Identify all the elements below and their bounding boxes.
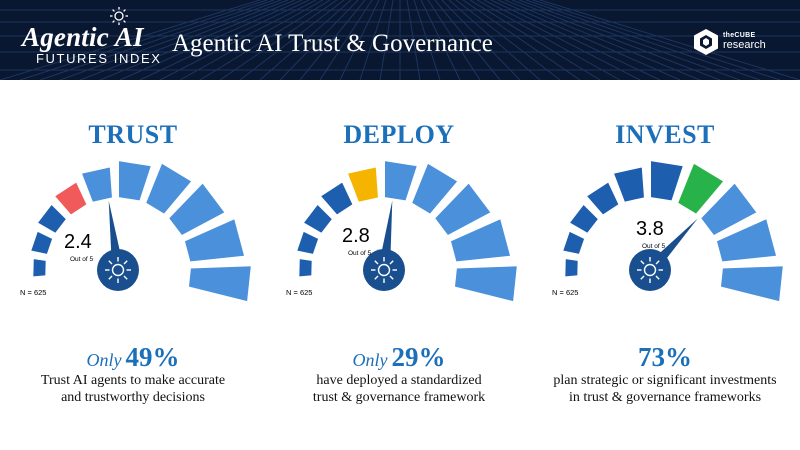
gauge-segment — [28, 229, 55, 257]
stat-line: Only 29% — [266, 342, 532, 373]
stat-prefix: Only — [86, 350, 122, 370]
panel-title: INVEST — [615, 120, 715, 149]
gauge-segment — [584, 179, 621, 218]
grid-background — [0, 0, 800, 80]
sun-icon — [371, 257, 397, 283]
gauge-segment — [649, 158, 686, 203]
gauge-segment — [383, 158, 420, 203]
stat-description-line: trust & governance framework — [312, 390, 486, 405]
stat-line: Only 49% — [0, 342, 266, 373]
cube-icon — [694, 29, 718, 55]
sun-icon — [110, 7, 128, 25]
stat-line: 73% — [532, 342, 798, 373]
gauge-segment — [409, 160, 461, 217]
gauge-segment — [117, 158, 154, 203]
gauge-segment — [301, 201, 335, 236]
gauge-segment — [567, 201, 601, 236]
sun-icon — [637, 257, 663, 283]
page-title: Agentic AI Trust & Governance — [172, 30, 493, 57]
gauge-segment — [675, 160, 727, 217]
stat-value: 29% — [391, 342, 446, 372]
gauge-hub — [629, 249, 671, 291]
panel-trust: TRUST 2.4 Out of 5 N = 625 Only 49% Trus… — [0, 80, 266, 450]
stat-description-line: plan strategic or significant investment… — [553, 373, 777, 388]
gauge-hub — [97, 249, 139, 291]
stat-description-line: Trust AI agents to make accurate — [40, 373, 226, 388]
stat-prefix: Only — [352, 350, 388, 370]
gauge-segment — [432, 180, 494, 238]
gauge-segment — [452, 264, 520, 304]
gauge-score: 2.4 — [64, 231, 92, 253]
sun-icon — [105, 257, 131, 283]
gauge-segment — [52, 179, 89, 218]
gauge-segment — [448, 216, 513, 264]
stat-value: 49% — [125, 342, 180, 372]
org-logo: theCUBE research — [693, 28, 783, 58]
gauge-scale-label: Out of 5 — [70, 256, 94, 263]
gauge — [560, 158, 786, 304]
gauge-segment — [563, 256, 580, 279]
gauge-segment — [31, 256, 48, 279]
gauge-segment — [79, 165, 115, 204]
stat-description-line: and trustworthy decisions — [61, 390, 205, 405]
org-name-large: research — [723, 39, 766, 51]
sample-size: N = 625 — [552, 288, 579, 297]
gauge-scale-label: Out of 5 — [348, 250, 372, 257]
gauge-segment — [560, 229, 587, 257]
stat-description: Trust AI agents to make accurate and tru… — [0, 372, 266, 406]
gauge-segment — [166, 180, 228, 238]
gauge-segment — [143, 160, 195, 217]
gauge-segment — [345, 165, 381, 204]
stat-value: 73% — [638, 342, 692, 372]
brand-subtitle: FUTURES INDEX — [36, 51, 162, 66]
header-banner: Agentic AI FUTURES INDEX Agentic AI Trus… — [0, 0, 800, 80]
gauge-segment — [35, 201, 69, 236]
stat-description-line: in trust & governance frameworks — [568, 390, 762, 405]
gauge-segment — [294, 229, 321, 257]
gauge-segment — [297, 256, 314, 279]
panel-invest: INVEST 3.8 Out of 5 N = 625 73% plan str… — [532, 80, 798, 450]
gauge-scale-label: Out of 5 — [642, 243, 666, 250]
gauge-hub — [363, 249, 405, 291]
sample-size: N = 625 — [286, 288, 313, 297]
gauge-segment — [611, 165, 647, 204]
gauge-segment — [714, 216, 779, 264]
panel-title: DEPLOY — [343, 120, 455, 149]
gauge-score: 3.8 — [636, 218, 664, 240]
gauge — [294, 158, 520, 304]
stat-description: plan strategic or significant investment… — [532, 372, 798, 406]
sample-size: N = 625 — [20, 288, 47, 297]
stat-description: have deployed a standardized trust & gov… — [266, 372, 532, 406]
panel-title: TRUST — [88, 120, 178, 149]
gauge — [28, 158, 254, 304]
gauge-segment — [182, 216, 247, 264]
gauge-segment — [318, 179, 355, 218]
gauge-score: 2.8 — [342, 225, 370, 247]
gauge-segment — [186, 264, 254, 304]
gauge-segment — [718, 264, 786, 304]
org-name-small: theCUBE — [723, 32, 756, 39]
gauge-segment — [698, 180, 760, 238]
brand-name: Agentic AI — [22, 22, 144, 52]
panel-deploy: DEPLOY 2.8 Out of 5 N = 625 Only 29% hav… — [266, 80, 532, 450]
stat-description-line: have deployed a standardized — [316, 373, 482, 388]
